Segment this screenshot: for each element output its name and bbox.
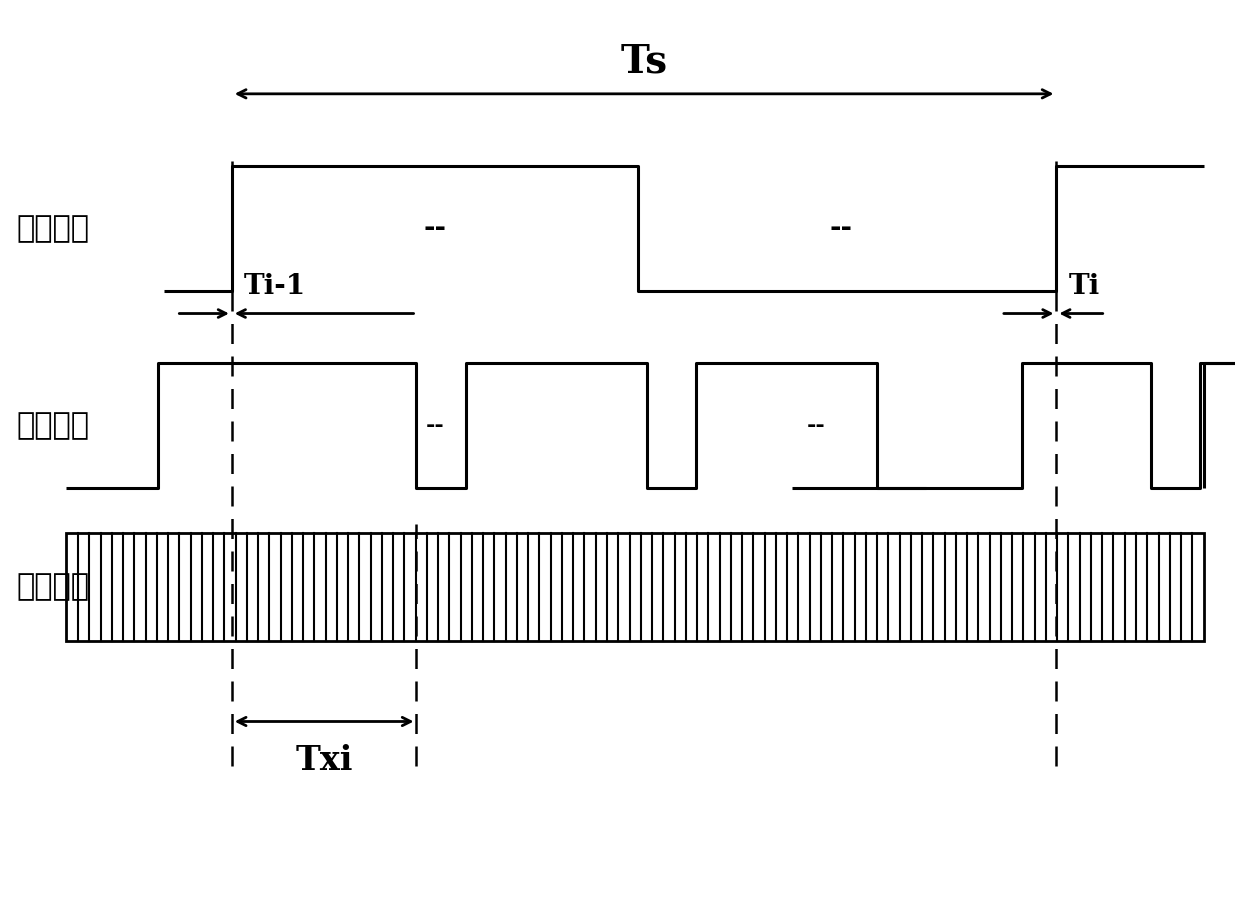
Text: --: -- — [424, 214, 446, 243]
Bar — [66, 533, 1204, 641]
Text: Txi: Txi — [295, 744, 353, 776]
Text: 高频脉冲: 高频脉冲 — [16, 573, 89, 602]
Text: Ti: Ti — [1069, 273, 1100, 300]
Text: Ts: Ts — [621, 43, 668, 81]
Bar — [66, 533, 1204, 641]
Text: --: -- — [830, 214, 852, 243]
Text: Ti-1: Ti-1 — [244, 273, 306, 300]
Text: 待测信号: 待测信号 — [16, 411, 89, 440]
Text: --: -- — [425, 415, 445, 435]
Text: 采样阀门: 采样阀门 — [16, 214, 89, 243]
Text: --: -- — [807, 415, 825, 435]
